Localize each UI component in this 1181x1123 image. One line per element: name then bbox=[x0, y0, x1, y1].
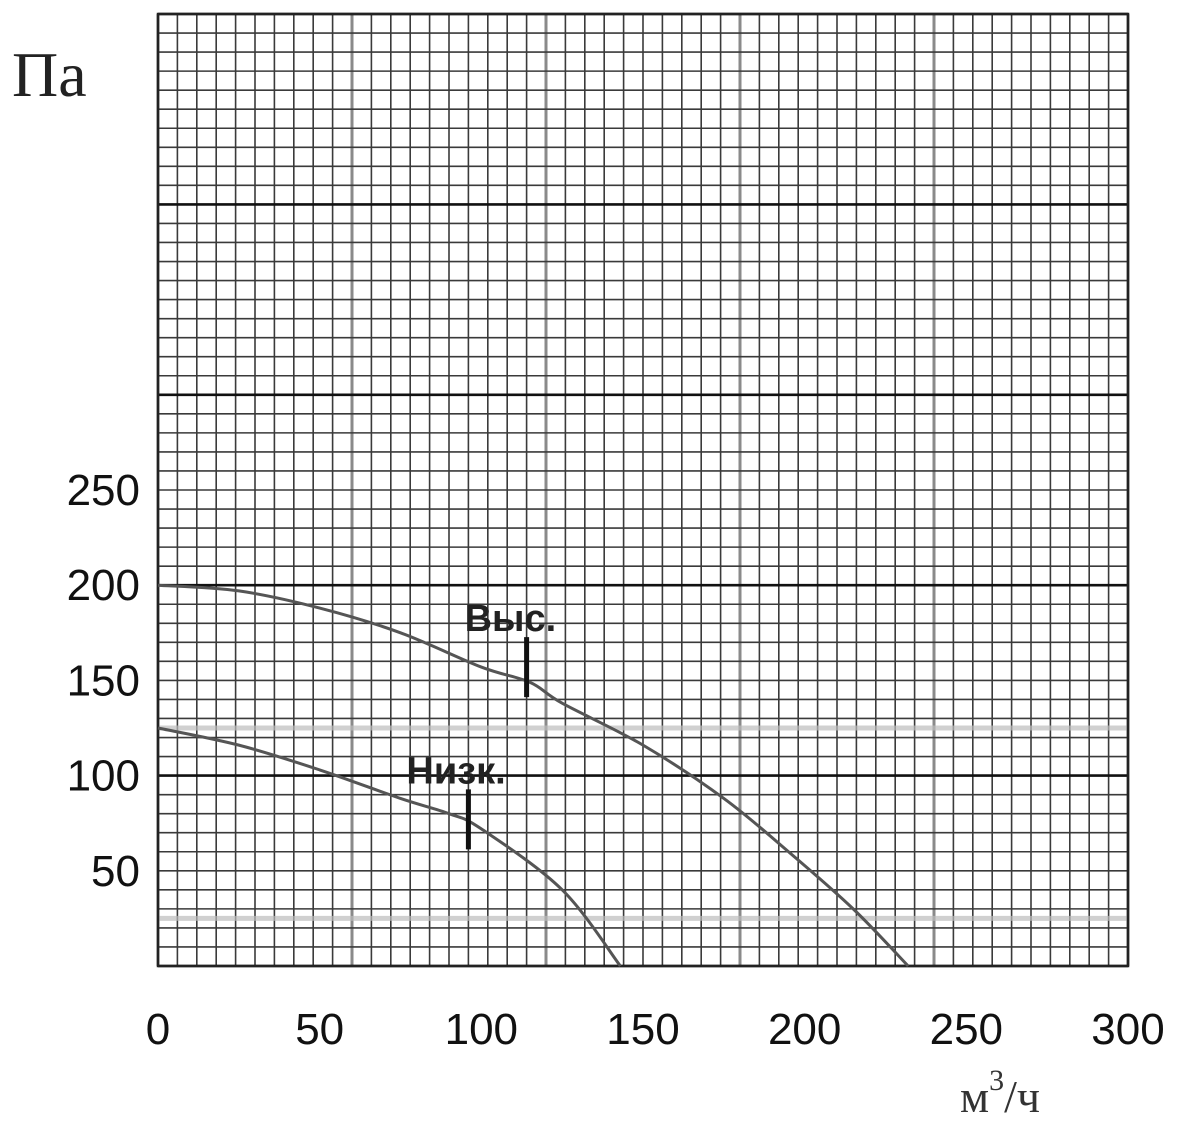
x-tick-label: 150 bbox=[606, 1005, 679, 1054]
plot-frame bbox=[156, 12, 1130, 968]
x-tick-label: 200 bbox=[768, 1005, 841, 1054]
x-axis-unit-base: м bbox=[960, 1071, 989, 1122]
x-tick-label: 100 bbox=[445, 1005, 518, 1054]
y-tick-label: 250 bbox=[67, 466, 140, 515]
y-axis-unit: Па bbox=[12, 39, 87, 110]
y-tick-label: 150 bbox=[67, 656, 140, 705]
series-line-2 bbox=[157, 726, 622, 967]
x-tick-label: 300 bbox=[1091, 1005, 1164, 1054]
series-label-2: Низк. bbox=[406, 750, 505, 792]
x-axis-unit: м3/ч bbox=[960, 1064, 1040, 1122]
chart-ticks: 0 50 100 150 200 250 300 50 100 150 200 250 bbox=[67, 466, 1165, 1054]
x-tick-label: 50 bbox=[295, 1005, 344, 1054]
chart-grid bbox=[156, 12, 1130, 968]
y-tick-label: 100 bbox=[67, 752, 140, 801]
x-axis-unit-sup: 3 bbox=[989, 1064, 1004, 1097]
x-axis-unit-tail: /ч bbox=[1004, 1071, 1040, 1122]
series-label-1: Выс. bbox=[465, 598, 557, 640]
y-tick-label: 50 bbox=[91, 847, 140, 896]
chart-curves: Выс. Низк. bbox=[157, 583, 910, 968]
x-tick-label: 250 bbox=[930, 1005, 1003, 1054]
x-tick-label: 0 bbox=[146, 1005, 170, 1054]
y-tick-label: 200 bbox=[67, 561, 140, 610]
series-line-1 bbox=[157, 583, 910, 968]
